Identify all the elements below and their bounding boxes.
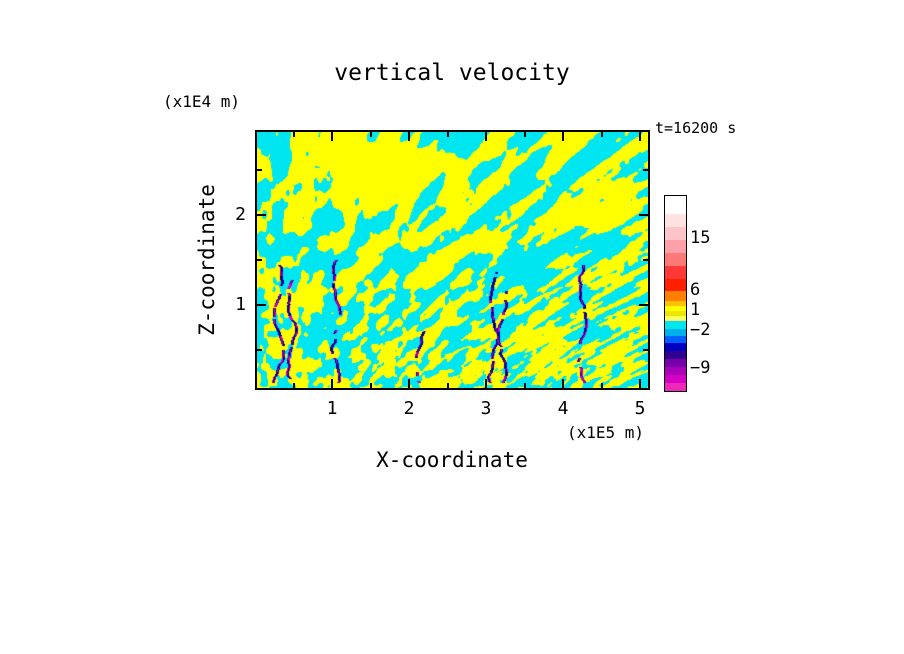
x-tick-label: 3 — [480, 398, 492, 419]
colorbar-segment — [665, 367, 686, 375]
axis-tick — [447, 383, 449, 388]
colorbar — [664, 195, 687, 392]
colorbar-label: −9 — [690, 358, 711, 378]
axis-tick — [370, 132, 372, 137]
x-axis-title: X-coordinate — [376, 448, 528, 472]
colorbar-segment — [665, 311, 686, 316]
colorbar-segment — [665, 291, 686, 301]
axis-tick — [643, 169, 648, 171]
y-tick-label: 2 — [235, 204, 246, 225]
axis-tick — [257, 349, 262, 351]
axis-tick — [639, 132, 641, 141]
y-axis-unit-label: (x1E4 m) — [163, 92, 241, 111]
colorbar-label: 1 — [690, 300, 701, 320]
plot-area — [255, 130, 650, 390]
axis-tick — [257, 259, 262, 261]
y-tick-label: 1 — [235, 294, 246, 315]
colorbar-segment — [665, 383, 686, 391]
colorbar-segment — [665, 253, 686, 266]
axis-tick — [485, 132, 487, 141]
axis-tick — [293, 383, 295, 388]
axis-tick — [370, 383, 372, 388]
x-tick-label: 5 — [634, 398, 646, 419]
axis-tick — [639, 379, 641, 388]
axis-tick — [331, 379, 333, 388]
colorbar-segment — [665, 359, 686, 367]
axis-tick — [257, 214, 266, 216]
axis-tick — [293, 132, 295, 137]
axis-tick — [601, 383, 603, 388]
colorbar-segment — [665, 375, 686, 383]
axis-tick — [562, 132, 564, 141]
axis-tick — [408, 132, 410, 141]
axis-tick — [485, 379, 487, 388]
colorbar-segment — [665, 279, 686, 291]
x-tick-label: 4 — [557, 398, 569, 419]
x-tick-label: 2 — [403, 398, 415, 419]
colorbar-segment — [665, 316, 686, 321]
colorbar-segment — [665, 196, 686, 214]
colorbar-segment — [665, 329, 686, 336]
colorbar-label: −2 — [690, 320, 711, 340]
axis-tick — [643, 259, 648, 261]
colorbar-segment — [665, 301, 686, 306]
axis-tick — [643, 349, 648, 351]
time-annotation: t=16200 s — [655, 119, 737, 137]
axis-tick — [524, 132, 526, 137]
x-axis-unit-label: (x1E5 m) — [567, 423, 645, 442]
chart-title: vertical velocity — [334, 60, 570, 86]
colorbar-segment — [665, 214, 686, 227]
axis-tick — [408, 379, 410, 388]
x-tick-label: 1 — [326, 398, 338, 419]
axis-tick — [257, 169, 262, 171]
colorbar-segment — [665, 266, 686, 279]
axis-tick — [639, 214, 648, 216]
axis-tick — [639, 304, 648, 306]
colorbar-segment — [665, 227, 686, 240]
colorbar-label: 6 — [690, 280, 701, 300]
axis-tick — [447, 132, 449, 137]
colorbar-segment — [665, 351, 686, 359]
axis-tick — [562, 379, 564, 388]
colorbar-label: 15 — [690, 228, 711, 248]
colorbar-segment — [665, 336, 686, 343]
axis-tick — [524, 383, 526, 388]
colorbar-segment — [665, 343, 686, 351]
colorbar-segment — [665, 240, 686, 253]
axis-tick — [601, 132, 603, 137]
axis-tick — [331, 132, 333, 141]
heatmap-canvas — [257, 132, 648, 388]
colorbar-segment — [665, 321, 686, 329]
axis-tick — [257, 304, 266, 306]
colorbar-segment — [665, 306, 686, 311]
